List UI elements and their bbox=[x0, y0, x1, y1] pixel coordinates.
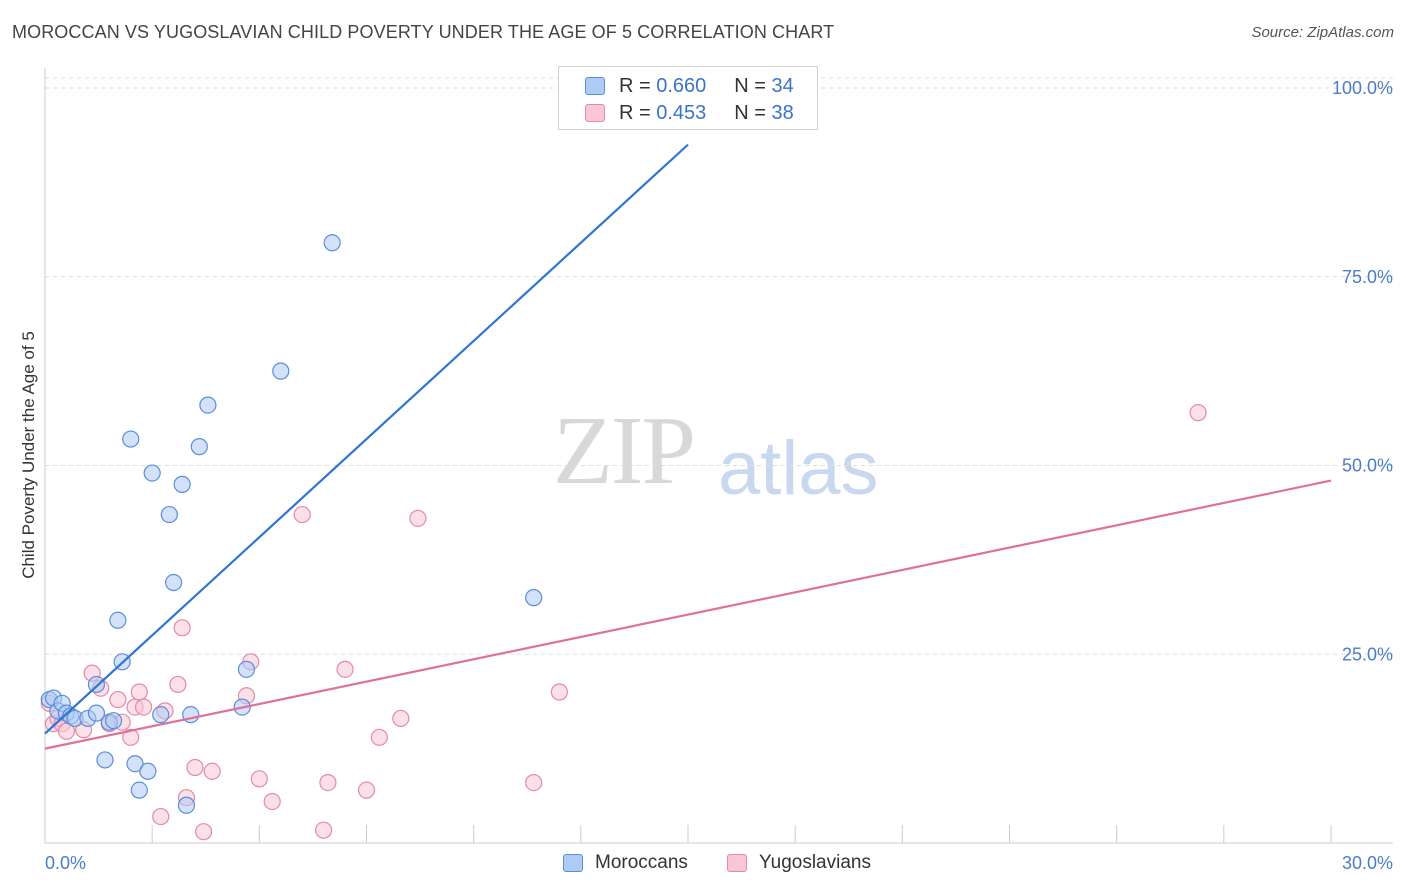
yugoslavians-point bbox=[370, 728, 388, 746]
legend-item-yugoslavians: Yugoslavians bbox=[727, 852, 871, 874]
moroccans-point bbox=[104, 712, 123, 730]
moroccans-point bbox=[165, 573, 183, 592]
moroccans-point bbox=[199, 396, 217, 414]
legend-label-yugoslavians: Yugoslavians bbox=[759, 852, 871, 873]
moroccans-point bbox=[96, 751, 114, 769]
yugoslavians-point bbox=[134, 698, 153, 716]
yugoslavians-point bbox=[409, 509, 427, 527]
moroccans-point bbox=[143, 464, 161, 482]
moroccans-point bbox=[160, 505, 178, 524]
y-tick-label: 25.0% bbox=[1342, 644, 1393, 664]
yugoslavians-point bbox=[357, 781, 376, 799]
yugoslavians-point bbox=[315, 821, 333, 839]
moroccans-point bbox=[130, 781, 148, 799]
legend-item-moroccans: Moroccans bbox=[563, 852, 688, 874]
x-tick-label: 30.0% bbox=[1342, 853, 1393, 873]
moroccans-point bbox=[122, 430, 140, 448]
watermark-atlas: atlas bbox=[718, 426, 879, 511]
yugoslavians-point bbox=[1189, 404, 1207, 422]
legend-row-yugoslavians: R = 0.453 N = 38 bbox=[559, 100, 794, 126]
moroccans-point bbox=[152, 706, 170, 724]
moroccans-point bbox=[109, 611, 127, 629]
y-tick-label: 50.0% bbox=[1342, 456, 1393, 476]
y-axis-label: Child Poverty Under the Age of 5 bbox=[19, 331, 38, 579]
yugoslavians-point bbox=[250, 770, 268, 788]
legend-label-moroccans: Moroccans bbox=[595, 852, 688, 873]
yugoslavians-point bbox=[122, 728, 140, 746]
yugoslavians-point bbox=[173, 619, 191, 637]
stats-legend: R = 0.660 N = 34 R = 0.453 N = 38 bbox=[558, 66, 818, 130]
legend-r-label: R = bbox=[619, 74, 651, 97]
moroccans-point bbox=[190, 438, 208, 456]
yugoslavians-legend-swatch bbox=[727, 854, 747, 872]
legend-r-value: 0.453 bbox=[656, 101, 707, 124]
moroccans-point bbox=[323, 234, 341, 252]
legend-r-value: 0.660 bbox=[656, 74, 707, 97]
moroccans-point bbox=[87, 704, 106, 722]
yugoslavians-swatch bbox=[585, 104, 605, 122]
yugoslavians-point bbox=[109, 690, 127, 709]
yugoslavians-point bbox=[525, 773, 543, 792]
yugoslavians-point bbox=[169, 675, 187, 694]
yugoslavians-point bbox=[336, 660, 354, 678]
legend-r-label: R = bbox=[619, 101, 651, 124]
yugoslavians-point bbox=[203, 762, 221, 780]
yugoslavians-point bbox=[550, 683, 569, 701]
moroccans-trendline bbox=[44, 143, 689, 735]
moroccans-point bbox=[237, 660, 256, 678]
yugoslavians-point bbox=[263, 792, 281, 811]
series-legend: Moroccans Yugoslavians bbox=[0, 852, 1406, 876]
moroccans-legend-swatch bbox=[563, 854, 583, 872]
moroccans-point bbox=[525, 589, 543, 607]
yugoslavians-point bbox=[319, 773, 337, 792]
moroccans-point bbox=[272, 362, 290, 380]
yugoslavians-point bbox=[293, 505, 311, 524]
legend-n-value: 34 bbox=[771, 74, 794, 97]
chart-title: MOROCCAN VS YUGOSLAVIAN CHILD POVERTY UN… bbox=[12, 22, 835, 42]
moroccans-point bbox=[177, 796, 196, 814]
yugoslavians-point bbox=[152, 807, 170, 826]
moroccans-swatch bbox=[585, 77, 605, 95]
legend-n-label: N = bbox=[734, 101, 766, 124]
watermark-zip: ZIP bbox=[553, 397, 696, 505]
yugoslavians-point bbox=[186, 758, 204, 777]
legend-n-value: 38 bbox=[771, 101, 794, 124]
y-tick-label: 75.0% bbox=[1342, 267, 1393, 287]
chart-source: Source: ZipAtlas.com bbox=[1251, 24, 1394, 41]
x-tick-label: 0.0% bbox=[45, 853, 86, 873]
yugoslavians-point bbox=[195, 823, 213, 841]
legend-n-label: N = bbox=[734, 74, 766, 97]
y-tick-label: 100.0% bbox=[1332, 78, 1393, 98]
moroccans-point bbox=[126, 755, 144, 773]
legend-row-moroccans: R = 0.660 N = 34 bbox=[559, 73, 794, 99]
moroccans-point bbox=[139, 762, 157, 780]
yugoslavians-point bbox=[392, 709, 410, 728]
moroccans-point bbox=[87, 675, 106, 694]
yugoslavians-trendline bbox=[44, 479, 1332, 750]
yugoslavians-point bbox=[130, 683, 148, 701]
moroccans-point bbox=[173, 475, 191, 493]
